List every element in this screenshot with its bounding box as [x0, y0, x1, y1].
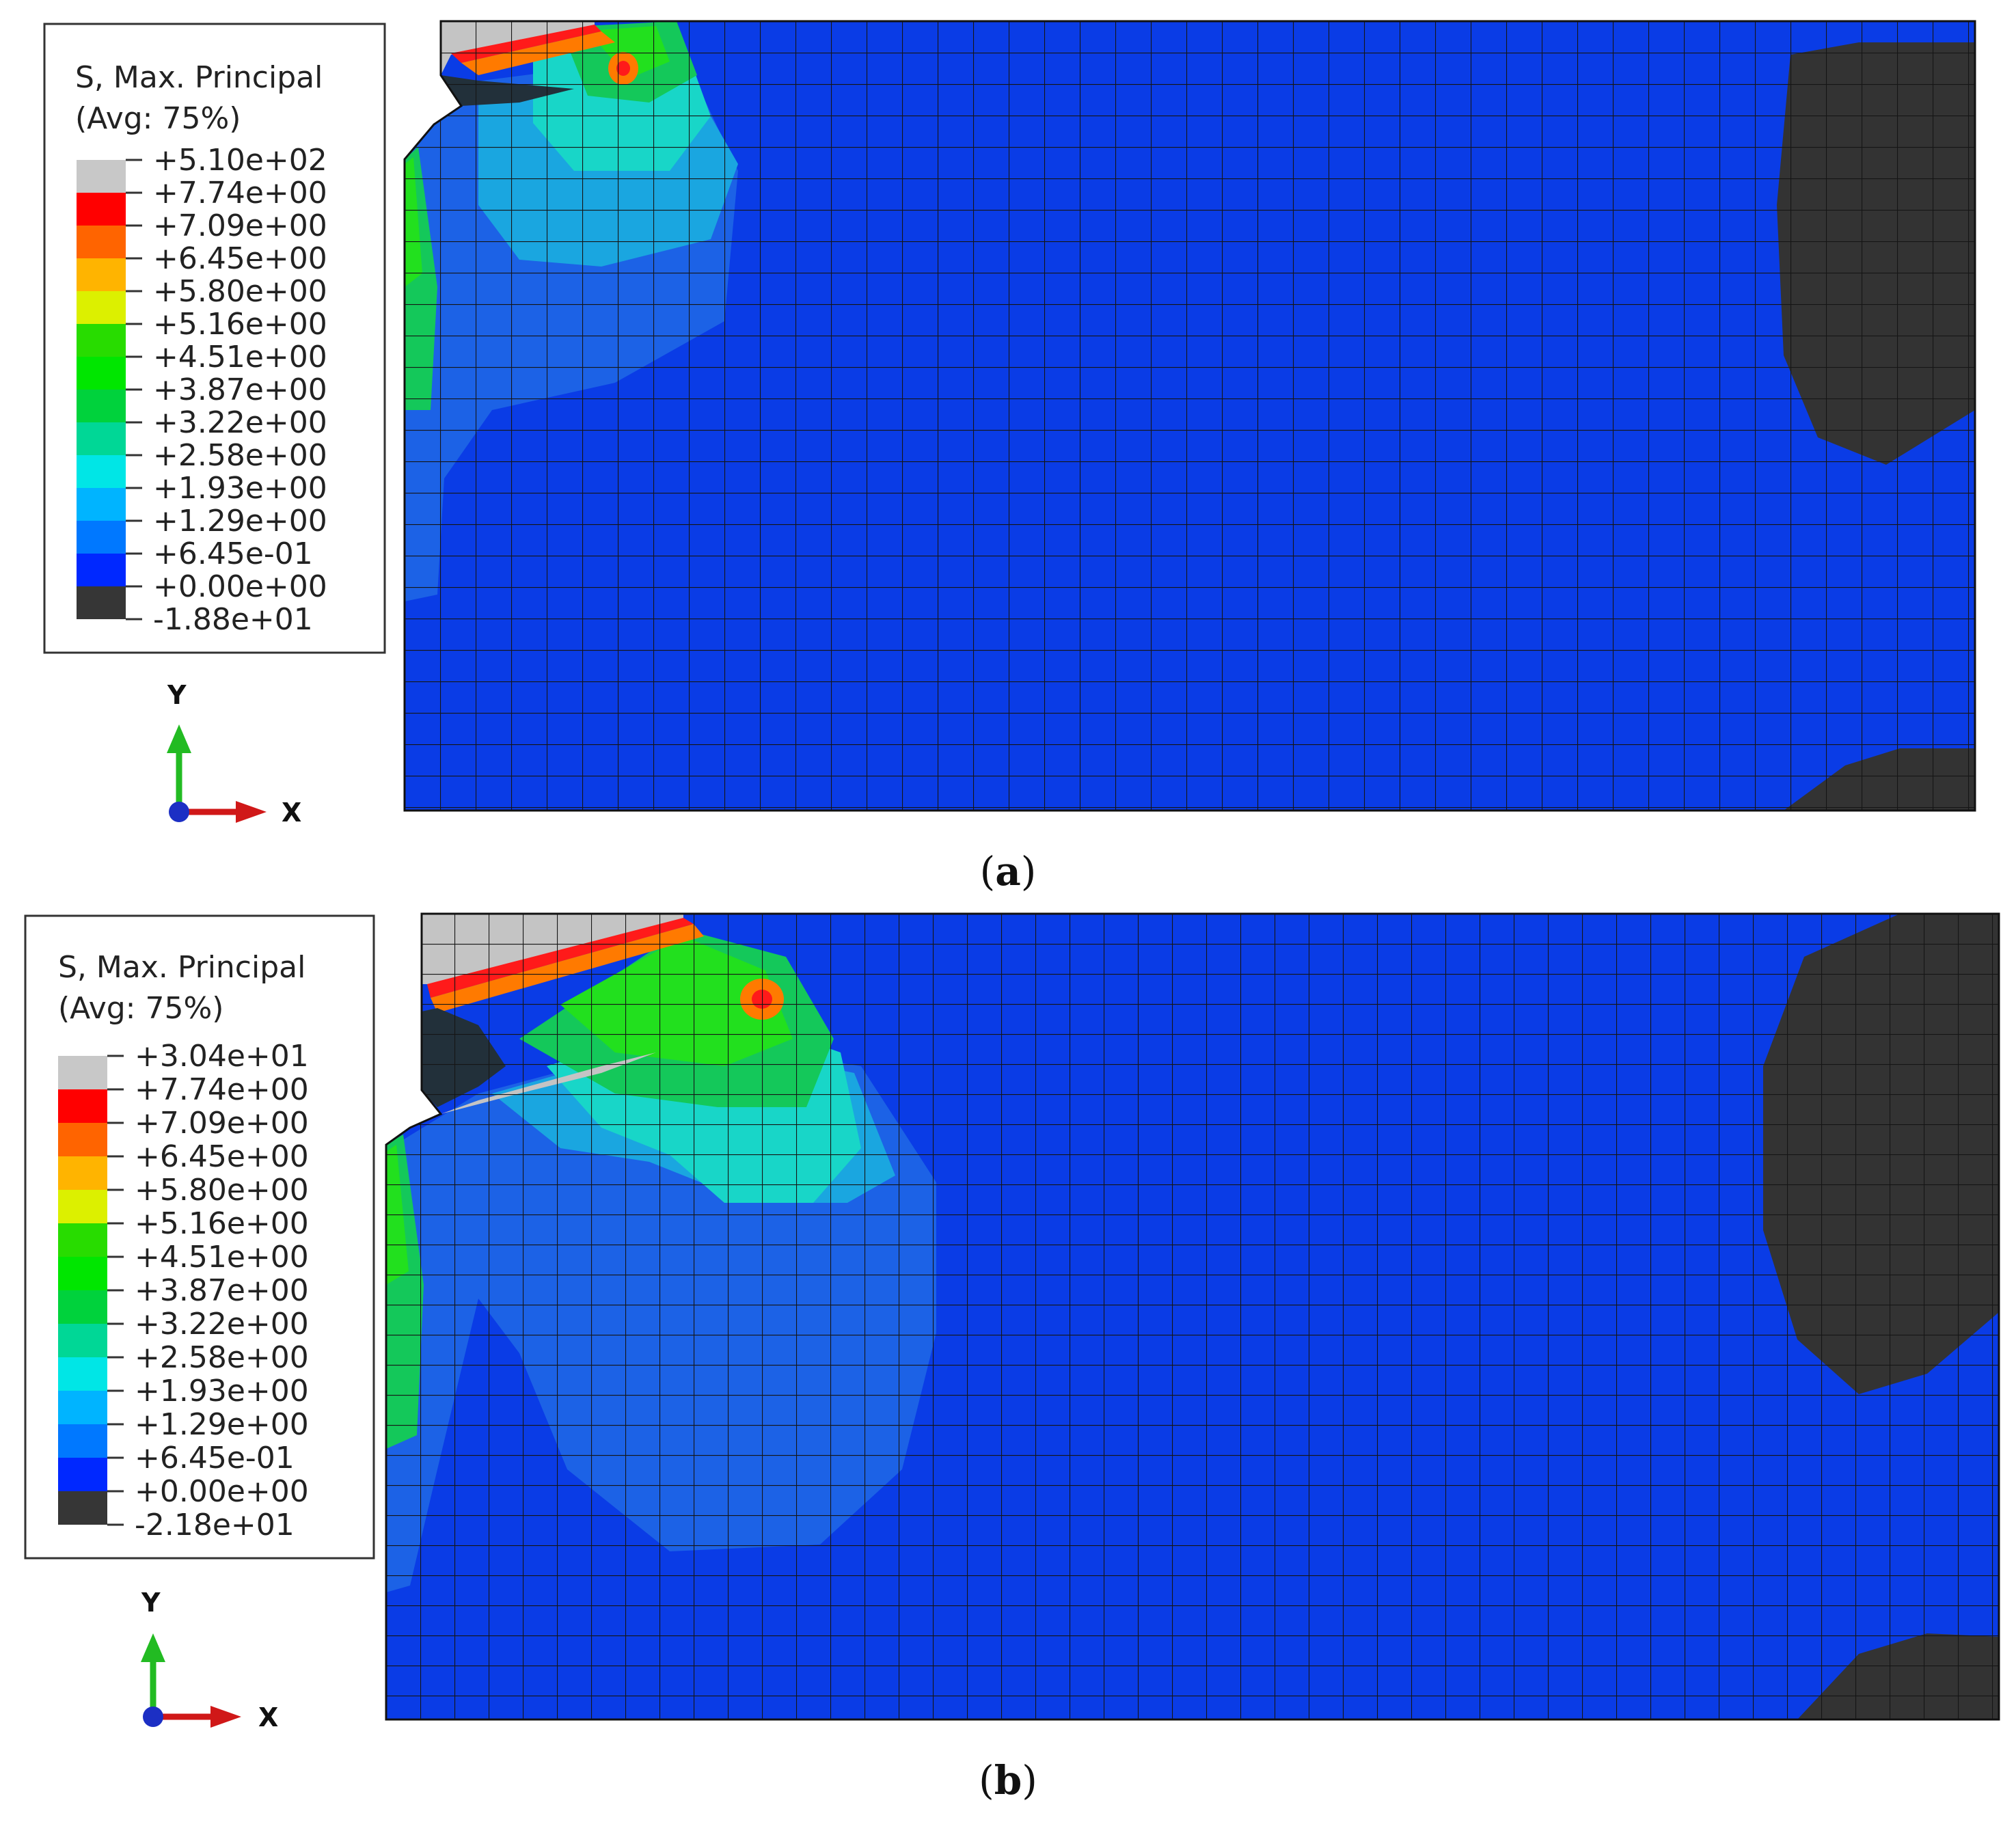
legend-label-a-11: +1.29e+00 [153, 504, 327, 539]
legend-swatch-a-6 [77, 357, 126, 390]
panel-a: S, Max. Principal (Avg: 75%) +5.10e+02+7… [43, 20, 1976, 895]
legend-label-b-9: +2.58e+00 [135, 1340, 309, 1375]
legend-swatch-b-4 [58, 1190, 107, 1223]
legend-label-a-6: +4.51e+00 [153, 340, 327, 375]
legend-label-b-12: +6.45e-01 [135, 1441, 295, 1476]
legend-label-b-8: +3.22e+00 [135, 1307, 309, 1342]
legend-swatch-a-0 [77, 160, 126, 193]
legend-label-a-7: +3.87e+00 [153, 372, 327, 407]
legend-swatch-b-last [58, 1491, 107, 1525]
panel-b: S, Max. Principal (Avg: 75%) +3.04e+01+7… [24, 912, 2000, 1804]
z-axis-dot-a [169, 802, 189, 822]
legend-label-a-1: +7.74e+00 [153, 176, 327, 210]
legend-label-b-3: +6.45e+00 [135, 1139, 309, 1174]
legend-swatch-b-3 [58, 1156, 107, 1190]
legend-title-b: S, Max. Principal [58, 950, 305, 985]
legend-label-b-0: +3.04e+01 [135, 1039, 309, 1074]
legend-label-a-2: +7.09e+00 [153, 208, 327, 243]
legend-label-b-14: -2.18e+01 [135, 1508, 295, 1542]
legend-swatch-a-9 [77, 455, 126, 488]
part-outline-a [403, 20, 1976, 812]
legend-swatch-b-12 [58, 1458, 107, 1491]
legend-scale-b: +3.04e+01+7.74e+00+7.09e+00+6.45e+00+5.8… [58, 1039, 309, 1542]
legend-swatch-a-4 [77, 291, 126, 324]
legend-swatch-a-8 [77, 422, 126, 455]
legend-swatch-a-2 [77, 226, 126, 258]
legend-swatch-a-12 [77, 554, 126, 586]
legend-label-b-7: +3.87e+00 [135, 1273, 309, 1308]
legend-label-a-14: -1.88e+01 [153, 602, 313, 637]
legend-label-b-4: +5.80e+00 [135, 1173, 309, 1208]
legend-label-b-2: +7.09e+00 [135, 1106, 309, 1141]
legend-label-a-3: +6.45e+00 [153, 241, 327, 276]
legend-swatch-b-11 [58, 1424, 107, 1458]
legend-label-b-1: +7.74e+00 [135, 1072, 309, 1107]
legend-swatch-a-11 [77, 521, 126, 554]
legend-label-b-6: +4.51e+00 [135, 1240, 309, 1275]
axis-triad-a: Y X [167, 680, 301, 828]
legend-swatch-a-1 [77, 193, 126, 226]
legend-label-b-5: +5.16e+00 [135, 1206, 309, 1241]
axis-label-x-b: X [258, 1702, 278, 1732]
legend-swatch-b-7 [58, 1290, 107, 1324]
legend-title-a: S, Max. Principal [75, 60, 323, 95]
legend-label-a-5: +5.16e+00 [153, 307, 327, 342]
legend-b: S, Max. Principal (Avg: 75%) +3.04e+01+7… [24, 914, 375, 1560]
axis-label-x-a: X [282, 798, 301, 828]
axis-label-y-a: Y [167, 680, 187, 710]
legend-swatch-a-7 [77, 390, 126, 422]
legend-swatch-b-5 [58, 1223, 107, 1257]
legend-swatch-b-1 [58, 1089, 107, 1123]
legend-scale-a: +5.10e+02+7.74e+00+7.09e+00+6.45e+00+5.8… [77, 143, 327, 637]
legend-swatch-b-6 [58, 1257, 107, 1290]
legend-label-b-13: +0.00e+00 [135, 1474, 309, 1509]
legend-a: S, Max. Principal (Avg: 75%) +5.10e+02+7… [43, 23, 386, 654]
legend-subtitle-a: (Avg: 75%) [75, 101, 241, 136]
legend-label-b-10: +1.93e+00 [135, 1374, 309, 1409]
legend-swatch-b-8 [58, 1324, 107, 1357]
part-outline-b [385, 912, 2000, 1721]
axis-label-y-b: Y [141, 1588, 161, 1618]
contour-plot-b [386, 914, 1999, 1719]
legend-swatch-b-9 [58, 1357, 107, 1391]
legend-swatch-b-2 [58, 1123, 107, 1156]
legend-swatch-b-0 [58, 1056, 107, 1089]
legend-swatch-a-3 [77, 258, 126, 291]
legend-label-a-12: +6.45e-01 [153, 536, 313, 571]
legend-label-a-0: +5.10e+02 [153, 143, 327, 178]
legend-label-a-13: +0.00e+00 [153, 569, 327, 604]
axis-triad-b: Y X [141, 1588, 278, 1732]
caption-a: (a) [980, 848, 1037, 895]
mesh-grid-a [405, 21, 1975, 811]
legend-swatch-a-10 [77, 488, 126, 521]
z-axis-dot-b [143, 1707, 163, 1727]
contour-plot-a [405, 21, 1975, 811]
legend-label-a-8: +3.22e+00 [153, 405, 327, 440]
legend-swatch-a-5 [77, 324, 126, 357]
legend-swatch-b-10 [58, 1391, 107, 1424]
legend-label-a-9: +2.58e+00 [153, 438, 327, 473]
caption-b: (b) [979, 1757, 1037, 1804]
mesh-grid-b [386, 914, 1999, 1719]
legend-label-a-4: +5.80e+00 [153, 274, 327, 309]
legend-subtitle-b: (Avg: 75%) [58, 991, 223, 1026]
legend-label-a-10: +1.93e+00 [153, 471, 327, 506]
legend-swatch-a-last [77, 586, 126, 619]
legend-label-b-11: +1.29e+00 [135, 1407, 309, 1442]
